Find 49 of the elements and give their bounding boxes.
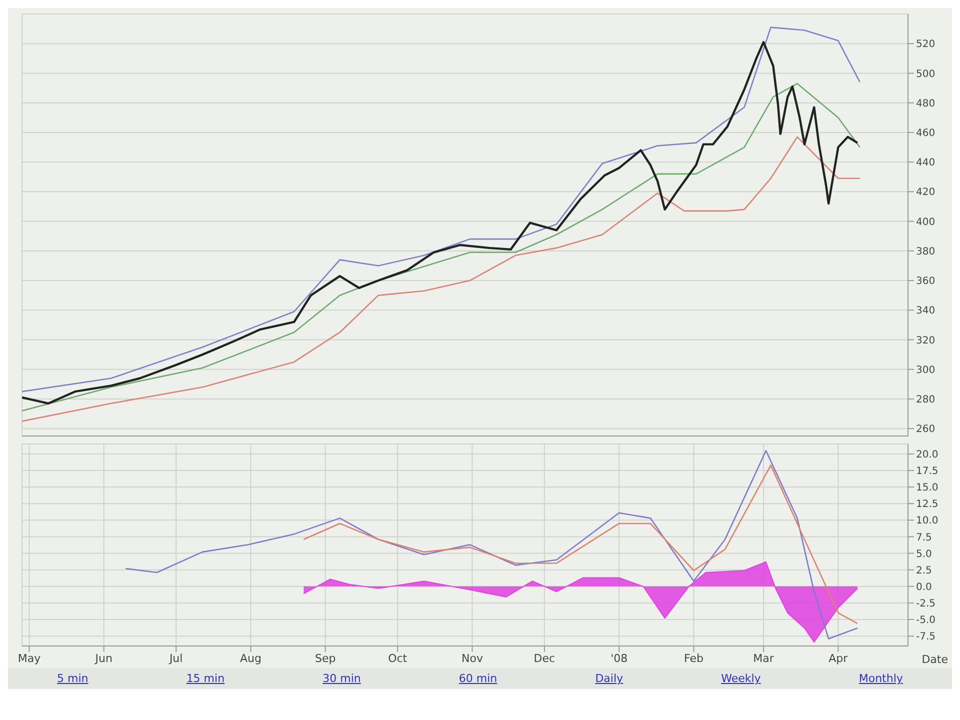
line-series <box>303 464 858 624</box>
y-tick-label: 10.0 <box>916 516 938 527</box>
text: 60 min <box>458 672 498 685</box>
y-tick-label: 260 <box>916 424 936 436</box>
text: Weekly <box>721 672 761 685</box>
x-tick-label: Dec <box>534 652 556 665</box>
y-tick-label: 500 <box>916 68 936 80</box>
y-tick-label: -7.5 <box>916 632 936 643</box>
line-series <box>124 450 858 640</box>
y-tick-label: 0.0 <box>916 582 932 593</box>
y-tick-label: 440 <box>916 158 936 169</box>
x-tick-label: Oct <box>388 652 408 665</box>
text: 5 min <box>57 672 88 685</box>
text: Monthly <box>858 672 903 685</box>
y-tick-label: 420 <box>916 187 936 198</box>
y-tick-label: 400 <box>916 216 936 228</box>
y-tick-label: 20.0 <box>916 449 938 460</box>
y-tick-label: 360 <box>916 276 936 288</box>
y-tick-label: 480 <box>916 98 936 110</box>
y-tick-label: -5.0 <box>916 615 936 626</box>
text: 30 min <box>322 672 361 685</box>
y-tick-label: 280 <box>916 394 936 406</box>
y-tick-label: 2.5 <box>916 565 932 576</box>
x-tick-label: Nov <box>461 652 484 665</box>
y-tick-label: 320 <box>916 335 936 346</box>
y-tick-label: 460 <box>916 128 936 140</box>
text: 15 min <box>186 672 225 685</box>
y-tick-label: 7.5 <box>916 532 932 544</box>
y-tick-label: 340 <box>916 306 936 317</box>
x-tick-label: May <box>18 652 42 665</box>
x-tick-label: Jul <box>168 652 183 665</box>
y-tick-label: 15.0 <box>916 482 938 494</box>
x-tick-label: Mar <box>753 652 774 665</box>
y-tick-label: 17.5 <box>916 466 938 478</box>
y-tick-label: 5.0 <box>916 548 932 560</box>
y-tick-label: 12.5 <box>916 499 938 510</box>
line-series <box>22 136 860 422</box>
y-tick-label: -2.5 <box>916 598 936 610</box>
y-tick-label: 380 <box>916 246 936 258</box>
text: Daily <box>595 672 624 685</box>
y-tick-label: 520 <box>916 39 936 50</box>
x-tick-label: Sep <box>314 652 336 665</box>
x-tick-label: Feb <box>684 652 704 665</box>
x-tick-label: Apr <box>828 652 848 665</box>
x-tick-label: Jun <box>94 652 112 665</box>
x-tick-label: '08 <box>610 652 628 665</box>
y-tick-label: 300 <box>916 364 936 376</box>
x-tick-label: Aug <box>240 652 262 665</box>
x-axis-title: Date <box>922 653 948 666</box>
